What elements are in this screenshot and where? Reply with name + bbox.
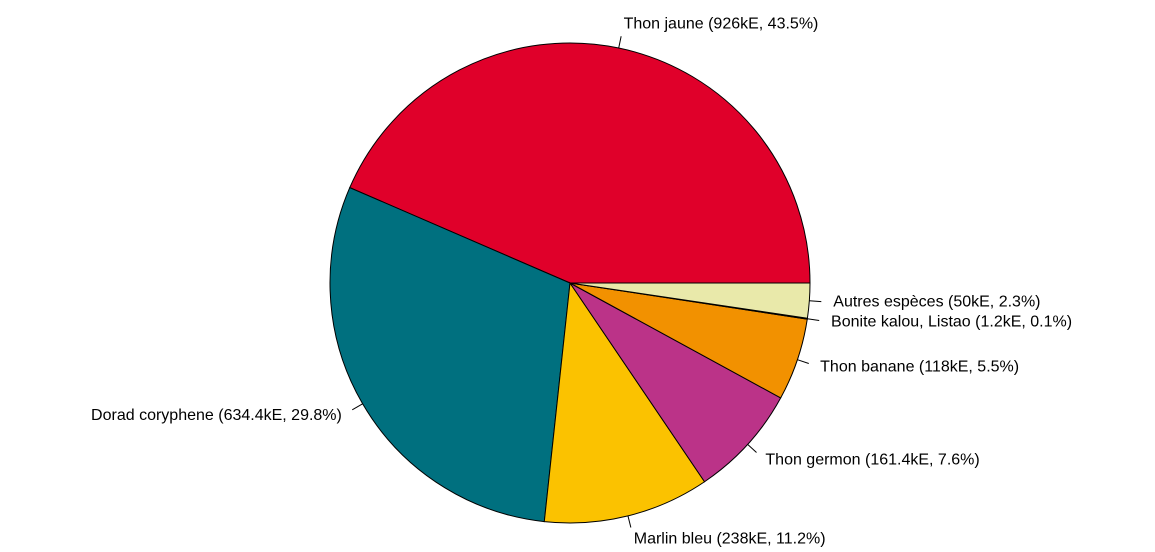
label-tick (797, 359, 809, 364)
slice-label: Thon germon (161.4kE, 7.6%) (765, 452, 979, 469)
pie-slice (569, 282, 782, 483)
pie-slice (543, 281, 706, 524)
pie-slice (349, 42, 811, 284)
pie-slice (329, 186, 571, 523)
slice-label: Dorad coryphene (634.4kE, 29.8%) (91, 407, 342, 424)
slice-label: Marlin bleu (238kE, 11.2%) (634, 530, 826, 547)
label-tick (618, 36, 622, 49)
label-tick (351, 403, 363, 411)
slice-label: Autres espèces (50kE, 2.3%) (833, 294, 1040, 311)
label-tick (807, 318, 820, 321)
slice-label: Thon banane (118kE, 5.5%) (820, 359, 1019, 376)
slice-label: Bonite kalou, Listao (1.2kE, 0.1%) (831, 313, 1072, 330)
label-tick (747, 444, 757, 453)
label-tick (809, 300, 822, 303)
slice-label: Thon jaune (926kE, 43.5%) (624, 16, 819, 33)
label-tick (627, 515, 632, 528)
